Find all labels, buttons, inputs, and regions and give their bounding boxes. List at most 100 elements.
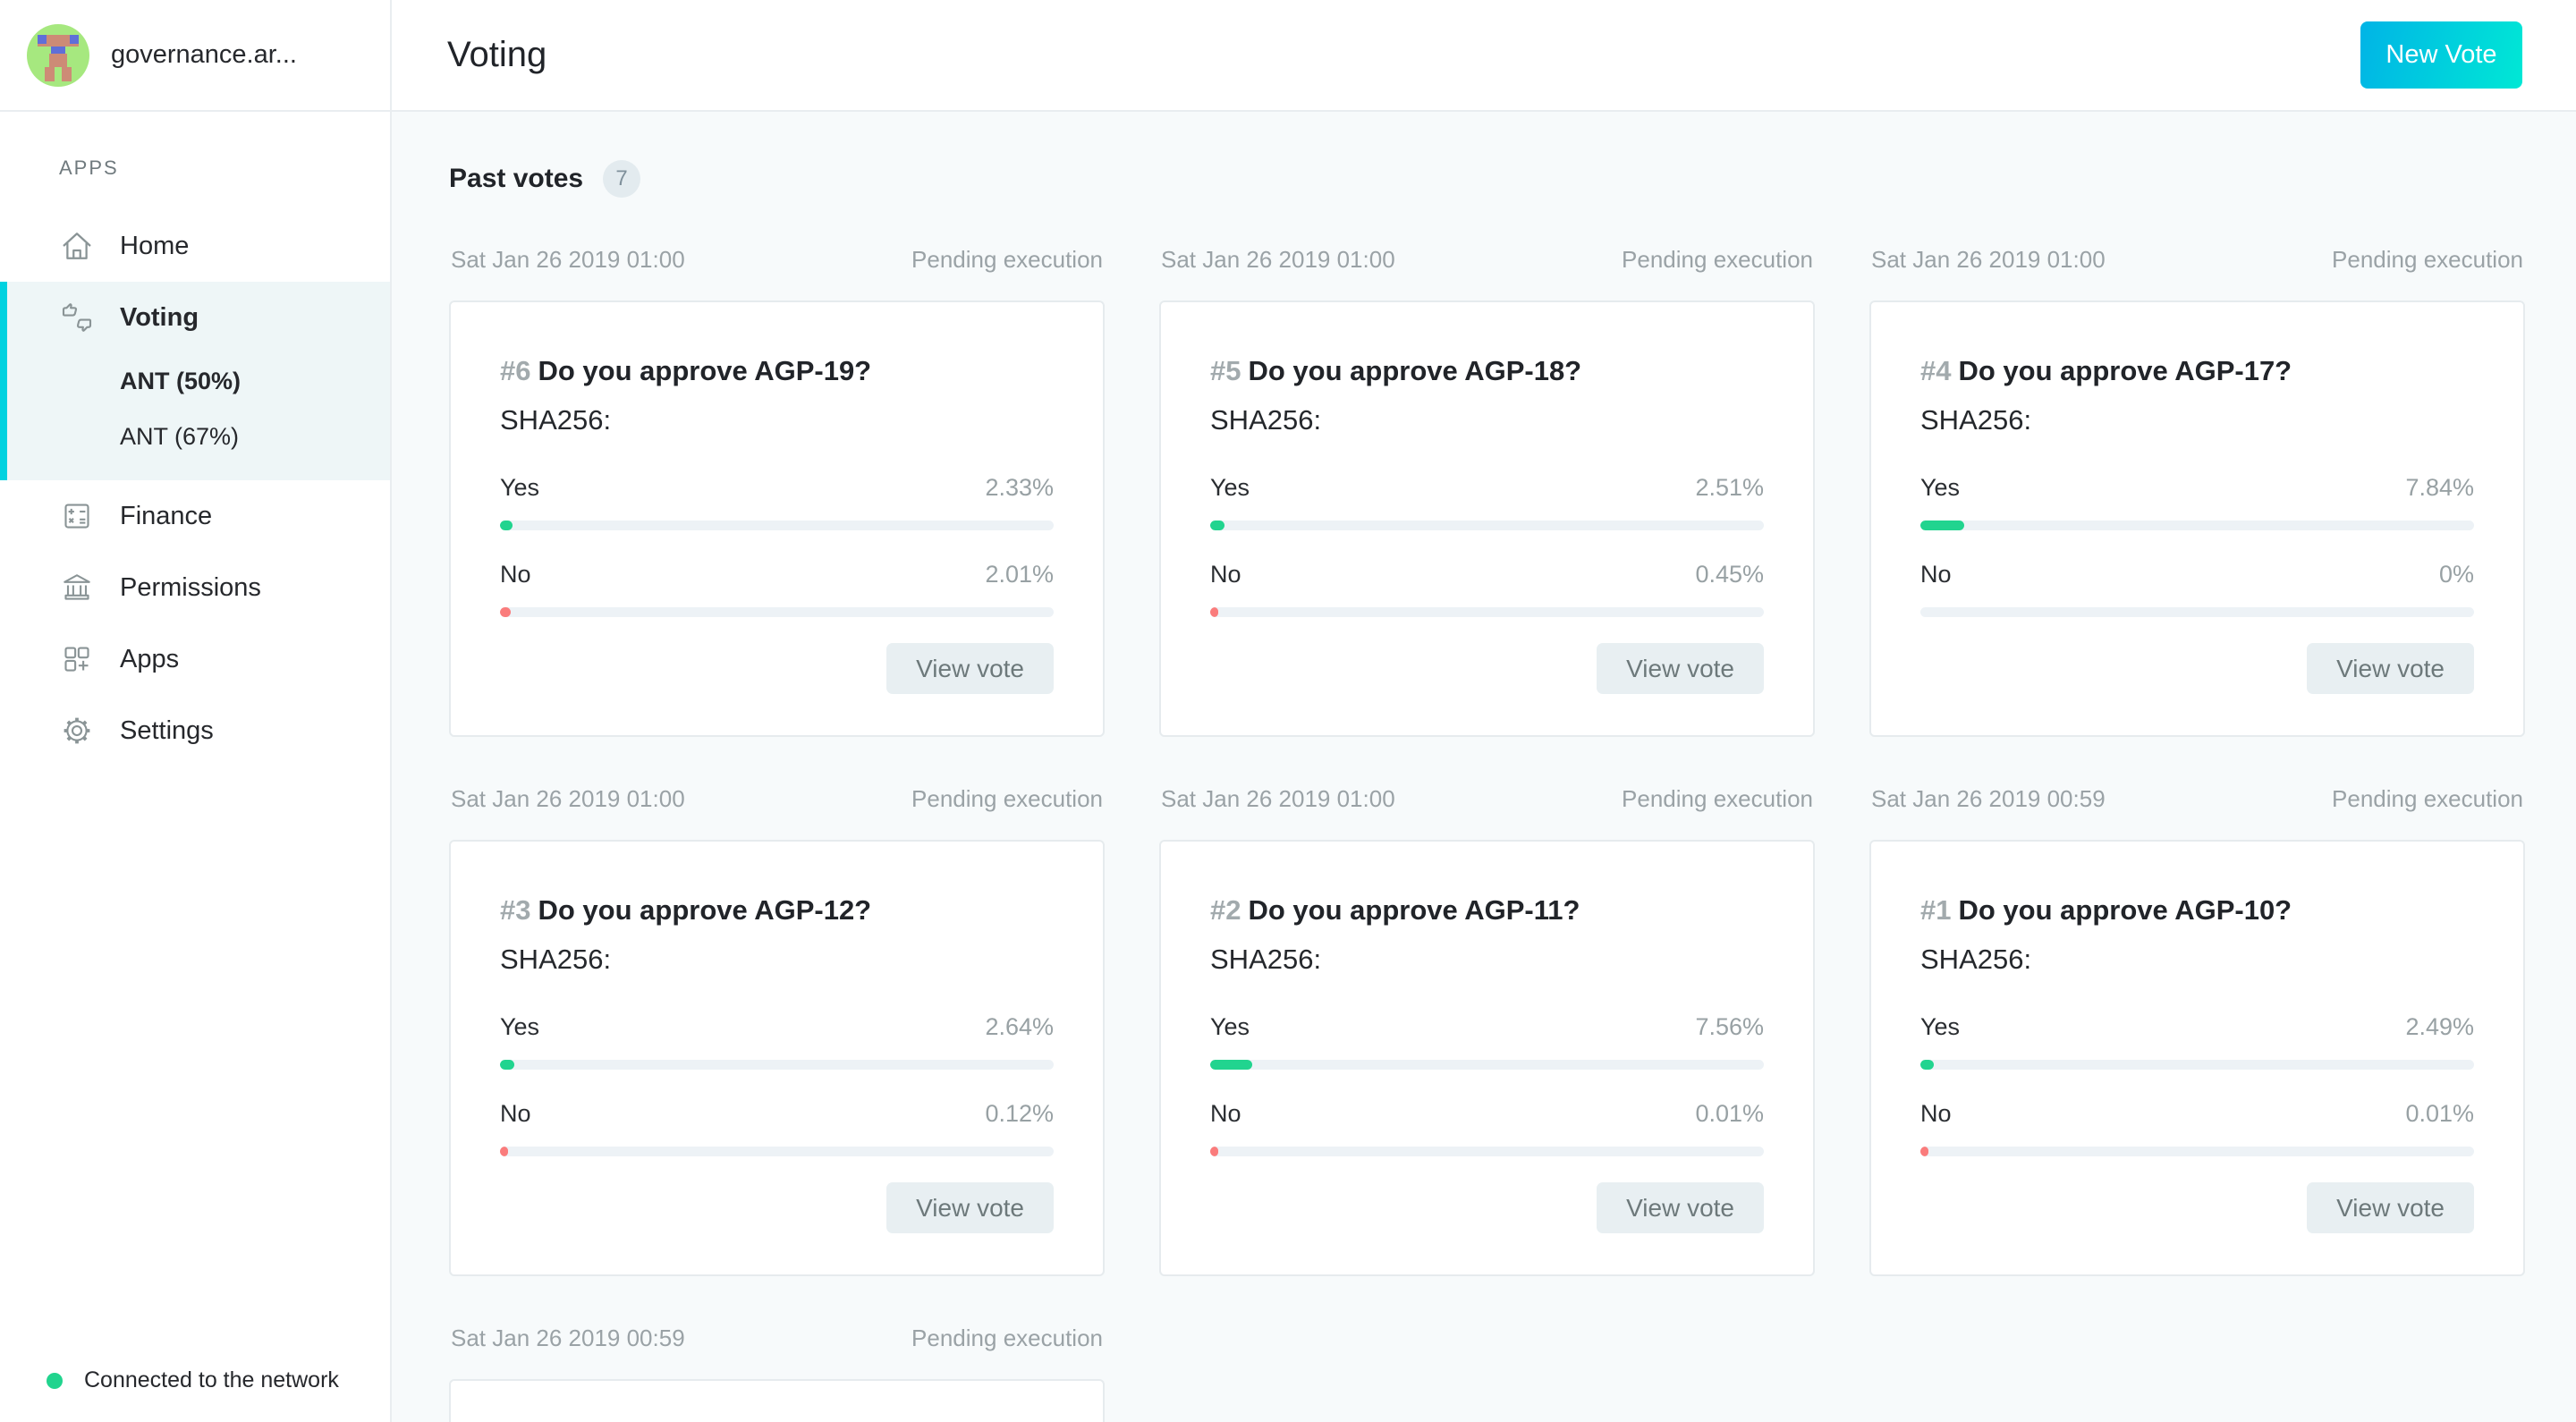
yes-progress-track: [1920, 1059, 2474, 1070]
yes-progress-fill: [1920, 520, 1964, 530]
vote-id: #3: [500, 894, 531, 926]
permissions-icon: [59, 570, 95, 605]
yes-percentage: 7.84%: [2405, 473, 2474, 501]
yes-option: Yes 7.56%: [1210, 1013, 1764, 1070]
no-percentage: 0.45%: [1695, 560, 1764, 588]
no-option: No 0.45%: [1210, 561, 1764, 617]
no-label: No: [500, 1099, 531, 1127]
no-percentage: 0.01%: [2405, 1099, 2474, 1127]
view-vote-button[interactable]: View vote: [886, 1182, 1054, 1233]
vote-date: Sat Jan 26 2019 01:00: [1871, 246, 2106, 273]
vote-cell: Sat Jan 26 2019 01:00 Pending execution …: [1159, 198, 1815, 737]
no-option: No 0.12%: [500, 1100, 1054, 1156]
vote-date: Sat Jan 26 2019 01:00: [1161, 246, 1395, 273]
yes-percentage: 2.49%: [2405, 1012, 2474, 1040]
vote-question-text: Do you approve AGP-11?: [1248, 894, 1580, 926]
sidebar-subitem-ant-67[interactable]: ANT (67%): [120, 422, 240, 450]
yes-label: Yes: [1210, 473, 1250, 501]
yes-label: Yes: [500, 473, 540, 501]
yes-option: Yes 2.64%: [500, 1013, 1054, 1070]
yes-progress-track: [1920, 520, 2474, 530]
sidebar-subitem-ant-50[interactable]: ANT (50%): [120, 367, 242, 394]
vote-status: Pending execution: [2332, 785, 2523, 812]
view-vote-button[interactable]: View vote: [886, 643, 1054, 694]
vote-question: #5 Do you approve AGP-18?: [1210, 352, 1764, 390]
past-votes-title: Past votes: [449, 164, 584, 193]
vote-question: #3 Do you approve AGP-12?: [500, 892, 1054, 929]
vote-card: #5 Do you approve AGP-18? SHA256: Yes 2.5…: [1159, 300, 1815, 737]
org-name: governance.ar...: [111, 40, 297, 69]
sidebar-item-voting[interactable]: Voting: [7, 282, 390, 353]
sidebar-item-label: Home: [120, 231, 190, 260]
vote-sha-label: SHA256:: [1920, 403, 2032, 436]
sidebar-active-block: Voting ANT (50%) ANT (67%): [0, 282, 390, 480]
sidebar-item-label: Permissions: [120, 572, 261, 602]
view-vote-button[interactable]: View vote: [1597, 1182, 1764, 1233]
apps-icon: [59, 641, 95, 677]
no-option: No 0.01%: [1920, 1100, 2474, 1156]
vote-meta: Sat Jan 26 2019 01:00 Pending execution: [1871, 246, 2523, 274]
view-vote-button[interactable]: View vote: [2307, 1182, 2474, 1233]
view-vote-button[interactable]: View vote: [1597, 643, 1764, 694]
yes-label: Yes: [500, 1012, 540, 1040]
network-status: Connected to the network: [47, 1367, 339, 1393]
yes-percentage: 2.33%: [985, 473, 1054, 501]
vote-sha-label: SHA256:: [1920, 943, 2032, 975]
yes-progress-fill: [1210, 520, 1224, 530]
sidebar-item-label: Voting: [120, 302, 199, 332]
no-progress-track: [1920, 606, 2474, 617]
vote-card-partial: [449, 1379, 1105, 1422]
vote-question-text: Do you approve AGP-18?: [1248, 355, 1582, 386]
yes-progress-track: [1210, 1059, 1764, 1070]
vote-date: Sat Jan 26 2019 00:59: [451, 1325, 685, 1351]
sidebar-item-permissions[interactable]: Permissions: [0, 552, 390, 623]
vote-id: #4: [1920, 355, 1952, 386]
vote-date: Sat Jan 26 2019 01:00: [451, 246, 685, 273]
finance-icon: [59, 498, 95, 534]
vote-id: #2: [1210, 894, 1241, 926]
yes-label: Yes: [1920, 473, 1961, 501]
vote-id: #5: [1210, 355, 1241, 386]
yes-progress-track: [500, 1059, 1054, 1070]
vote-status: Pending execution: [911, 785, 1103, 812]
votes-grid: Sat Jan 26 2019 01:00 Pending execution …: [449, 198, 2525, 1422]
vote-cell: Sat Jan 26 2019 01:00 Pending execution …: [1159, 737, 1815, 1276]
yes-option: Yes 2.33%: [500, 474, 1054, 530]
sidebar-item-settings[interactable]: Settings: [0, 695, 390, 766]
sidebar-item-home[interactable]: Home: [0, 210, 390, 282]
no-option: No 2.01%: [500, 561, 1054, 617]
vote-date: Sat Jan 26 2019 00:59: [1871, 785, 2106, 812]
sidebar-item-label: Finance: [120, 501, 213, 530]
vote-sha-label: SHA256:: [1210, 943, 1322, 975]
yes-percentage: 2.64%: [985, 1012, 1054, 1040]
vote-status: Pending execution: [911, 1325, 1103, 1351]
yes-option: Yes 2.49%: [1920, 1013, 2474, 1070]
voting-subitems: ANT (50%) ANT (67%): [7, 353, 390, 480]
view-vote-button[interactable]: View vote: [2307, 643, 2474, 694]
vote-card: #6 Do you approve AGP-19? SHA256: Yes 2.3…: [449, 300, 1105, 737]
no-label: No: [1920, 1099, 1952, 1127]
sidebar-item-finance[interactable]: Finance: [0, 480, 390, 552]
pending-vote-cell: Sat Jan 26 2019 00:59 Pending execution: [449, 1276, 1105, 1422]
page-title: Voting: [447, 35, 547, 74]
org-avatar: [27, 23, 89, 87]
vote-question: #6 Do you approve AGP-19?: [500, 352, 1054, 390]
yes-progress-track: [1210, 520, 1764, 530]
no-progress-fill: [1210, 1146, 1218, 1156]
org-switcher[interactable]: governance.ar...: [0, 0, 390, 112]
vote-card: #4 Do you approve AGP-17? SHA256: Yes 7.8…: [1869, 300, 2525, 737]
connected-dot-icon: [47, 1372, 63, 1389]
gear-icon: [59, 713, 95, 749]
new-vote-button[interactable]: New Vote: [2360, 21, 2522, 89]
vote-cell: Sat Jan 26 2019 00:59 Pending execution …: [1869, 737, 2525, 1276]
vote-question-text: Do you approve AGP-10?: [1958, 894, 2292, 926]
voting-icon: [59, 300, 95, 335]
vote-question: #4 Do you approve AGP-17?: [1920, 352, 2474, 390]
vote-question: #1 Do you approve AGP-10?: [1920, 892, 2474, 929]
no-option: No 0.01%: [1210, 1100, 1764, 1156]
past-votes-header: Past votes 7: [449, 160, 2523, 198]
yes-percentage: 7.56%: [1695, 1012, 1764, 1040]
yes-progress-fill: [500, 520, 513, 530]
sidebar-item-apps[interactable]: Apps: [0, 623, 390, 695]
